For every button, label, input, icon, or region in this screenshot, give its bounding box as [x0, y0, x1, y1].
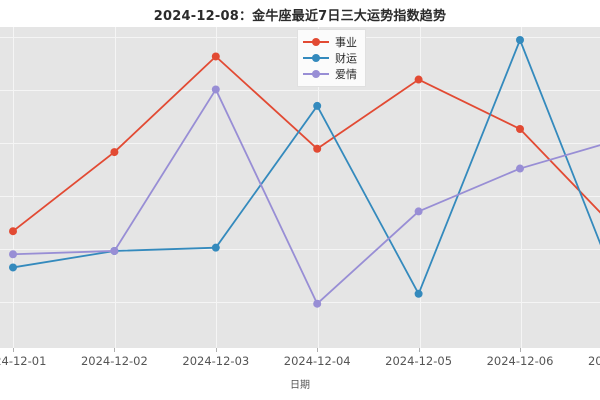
data-point-marker: [414, 289, 423, 298]
x-axis-title: 日期: [290, 380, 310, 391]
x-tick-label: 2024-12-05: [385, 354, 453, 368]
gridline-horizontal: [0, 143, 600, 144]
x-tick-mark: [13, 348, 14, 352]
gridline-vertical: [216, 27, 217, 348]
gridline-vertical: [420, 27, 421, 348]
data-point-marker: [9, 250, 17, 259]
x-tick-mark: [114, 348, 116, 352]
gridline-horizontal: [0, 302, 600, 303]
x-tick-label: 2024-12-01: [0, 354, 47, 368]
x-tick-label: 2024-12-06: [486, 354, 554, 368]
x-tick-mark: [520, 348, 521, 352]
data-point-marker: [110, 148, 119, 157]
gridline-vertical: [318, 27, 319, 348]
x-tick-mark: [317, 348, 319, 352]
gridline-vertical: [521, 27, 522, 348]
series-line: [12, 88, 600, 305]
gridline-horizontal: [0, 90, 600, 91]
data-point-marker: [313, 299, 322, 308]
x-tick-label: 2024-12-07: [587, 354, 600, 368]
legend-label-wealth: 财运: [335, 51, 357, 65]
data-point-marker: [313, 144, 322, 153]
x-tick-mark: [215, 348, 217, 352]
data-point-marker: [516, 125, 524, 133]
legend-item-career: 事业: [303, 34, 357, 50]
data-point-marker: [414, 75, 423, 84]
data-point-marker: [516, 164, 524, 173]
data-point-marker: [211, 243, 220, 252]
x-tick-label: 2024-12-02: [80, 354, 148, 368]
data-point-marker: [211, 85, 220, 94]
x-tick-label: 2024-12-04: [283, 354, 351, 368]
data-point-marker: [211, 52, 220, 61]
legend-swatch-wealth-icon: [303, 52, 329, 64]
gridline-horizontal: [0, 196, 600, 197]
gridline-vertical: [13, 27, 14, 348]
data-point-marker: [516, 36, 524, 44]
legend-item-wealth: 财运: [303, 50, 357, 66]
data-point-marker: [414, 207, 423, 216]
x-tick-label: 2024-12-03: [182, 354, 250, 368]
page-title: 2024-12-08：金牛座最近7日三大运势指数趋势: [153, 9, 447, 24]
legend-swatch-love-icon: [303, 68, 329, 80]
chart-legend: 事业 财运 爱情: [297, 29, 366, 87]
series-plot: [9, 36, 600, 308]
legend-item-love: 爱情: [303, 66, 357, 82]
data-point-marker: [313, 101, 322, 110]
gridline-vertical: [115, 27, 116, 348]
legend-swatch-career-icon: [303, 36, 329, 48]
gridline-horizontal: [0, 249, 600, 250]
legend-label-career: 事业: [335, 35, 357, 49]
x-tick-mark: [418, 348, 420, 352]
data-point-marker: [9, 227, 17, 236]
series-line: [12, 55, 600, 233]
legend-label-love: 爱情: [335, 67, 357, 81]
data-point-marker: [9, 263, 17, 272]
data-point-marker: [110, 246, 119, 255]
series-line: [12, 39, 600, 295]
